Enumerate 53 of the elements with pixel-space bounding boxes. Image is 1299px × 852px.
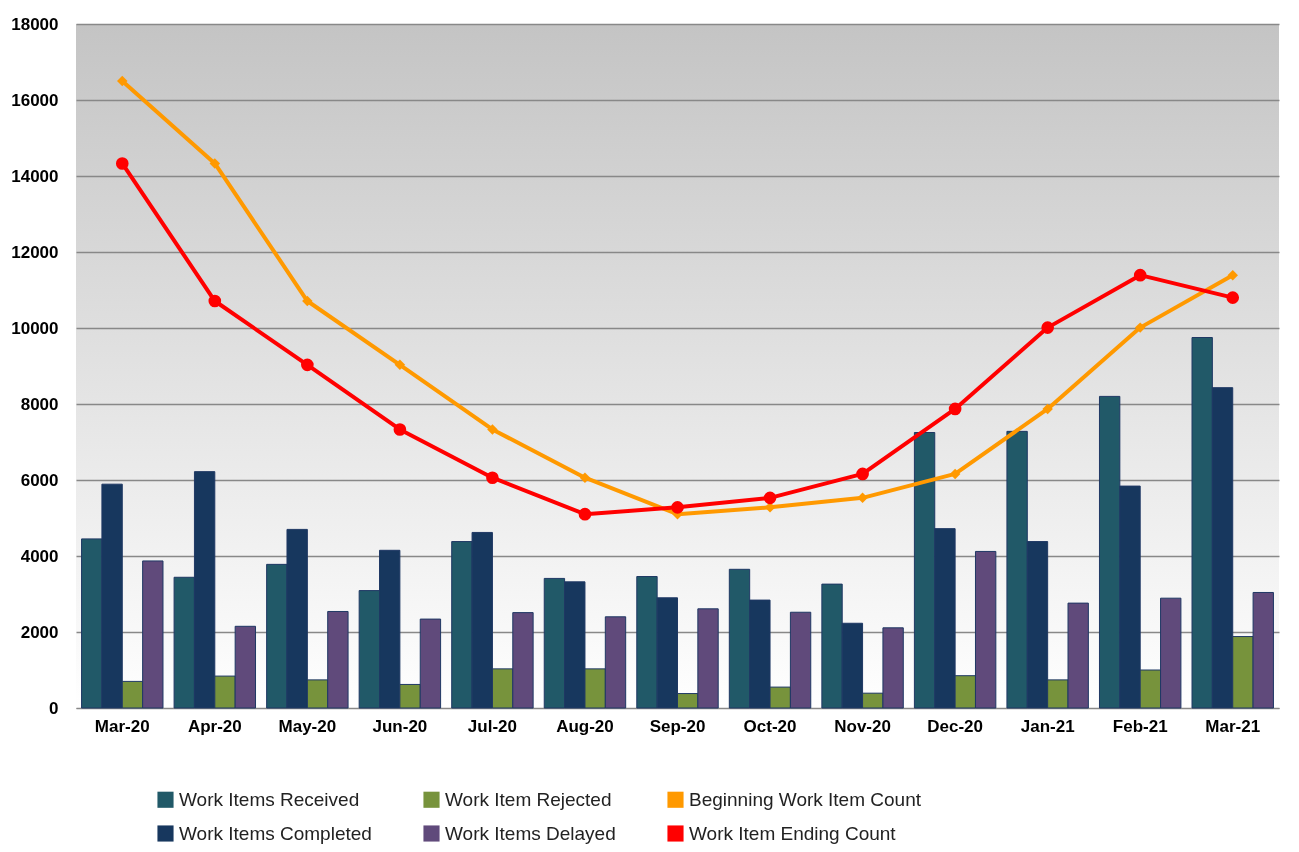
y-tick-label: 8000 (20, 394, 59, 414)
point (856, 467, 869, 481)
point (208, 294, 222, 308)
legend-label: Beginning Work Item Count (689, 788, 922, 810)
y-tick-label: 4000 (20, 546, 59, 566)
y-tick-label: 2000 (20, 622, 59, 642)
point (394, 359, 406, 371)
point (209, 158, 221, 169)
point (486, 471, 499, 485)
point (1227, 269, 1238, 281)
y-tick-label: 14000 (11, 166, 59, 186)
y-tick-label: 16000 (11, 90, 59, 110)
x-tick-label: Sep-20 (649, 716, 706, 736)
y-tick-label: 6000 (20, 470, 59, 490)
x-tick-label: May-20 (278, 716, 337, 736)
point (301, 358, 314, 372)
point (115, 157, 129, 170)
point (949, 468, 961, 480)
legend-label: Work Items Completed (179, 822, 372, 844)
point (393, 423, 407, 436)
y-tick-label: 0 (49, 698, 59, 718)
point (763, 491, 777, 505)
x-tick-label: Jun-20 (372, 716, 428, 736)
point (948, 402, 962, 416)
point (117, 75, 128, 87)
point (857, 492, 868, 504)
y-tick-label: 18000 (11, 14, 59, 34)
point (1226, 291, 1240, 304)
x-tick-label: Feb-21 (1112, 716, 1168, 736)
x-tick-label: Dec-20 (927, 716, 983, 736)
x-tick-label: Mar-21 (1205, 716, 1261, 736)
point (1134, 322, 1146, 333)
legend-label: Work Item Ending Count (689, 822, 897, 844)
legend-label: Work Items Delayed (445, 822, 616, 844)
x-tick-label: Jan-21 (1020, 716, 1075, 736)
x-tick-label: Aug-20 (556, 716, 614, 736)
legend-label: Work Items Received (179, 788, 360, 810)
y-tick-label: 10000 (11, 318, 59, 338)
point (1041, 321, 1054, 334)
point (578, 507, 592, 521)
y-tick-label: 12000 (11, 242, 59, 262)
x-tick-label: Oct-20 (743, 716, 797, 736)
point (579, 472, 591, 483)
point (302, 295, 313, 307)
legend-label: Work Item Rejected (445, 788, 612, 810)
x-tick-label: Nov-20 (834, 716, 891, 736)
x-tick-label: Jul-20 (467, 716, 517, 736)
point (671, 501, 684, 514)
x-tick-label: Apr-20 (187, 716, 242, 736)
x-tick-label: Mar-20 (94, 716, 150, 736)
point (1133, 268, 1147, 282)
point (487, 424, 498, 435)
point (1042, 403, 1053, 415)
